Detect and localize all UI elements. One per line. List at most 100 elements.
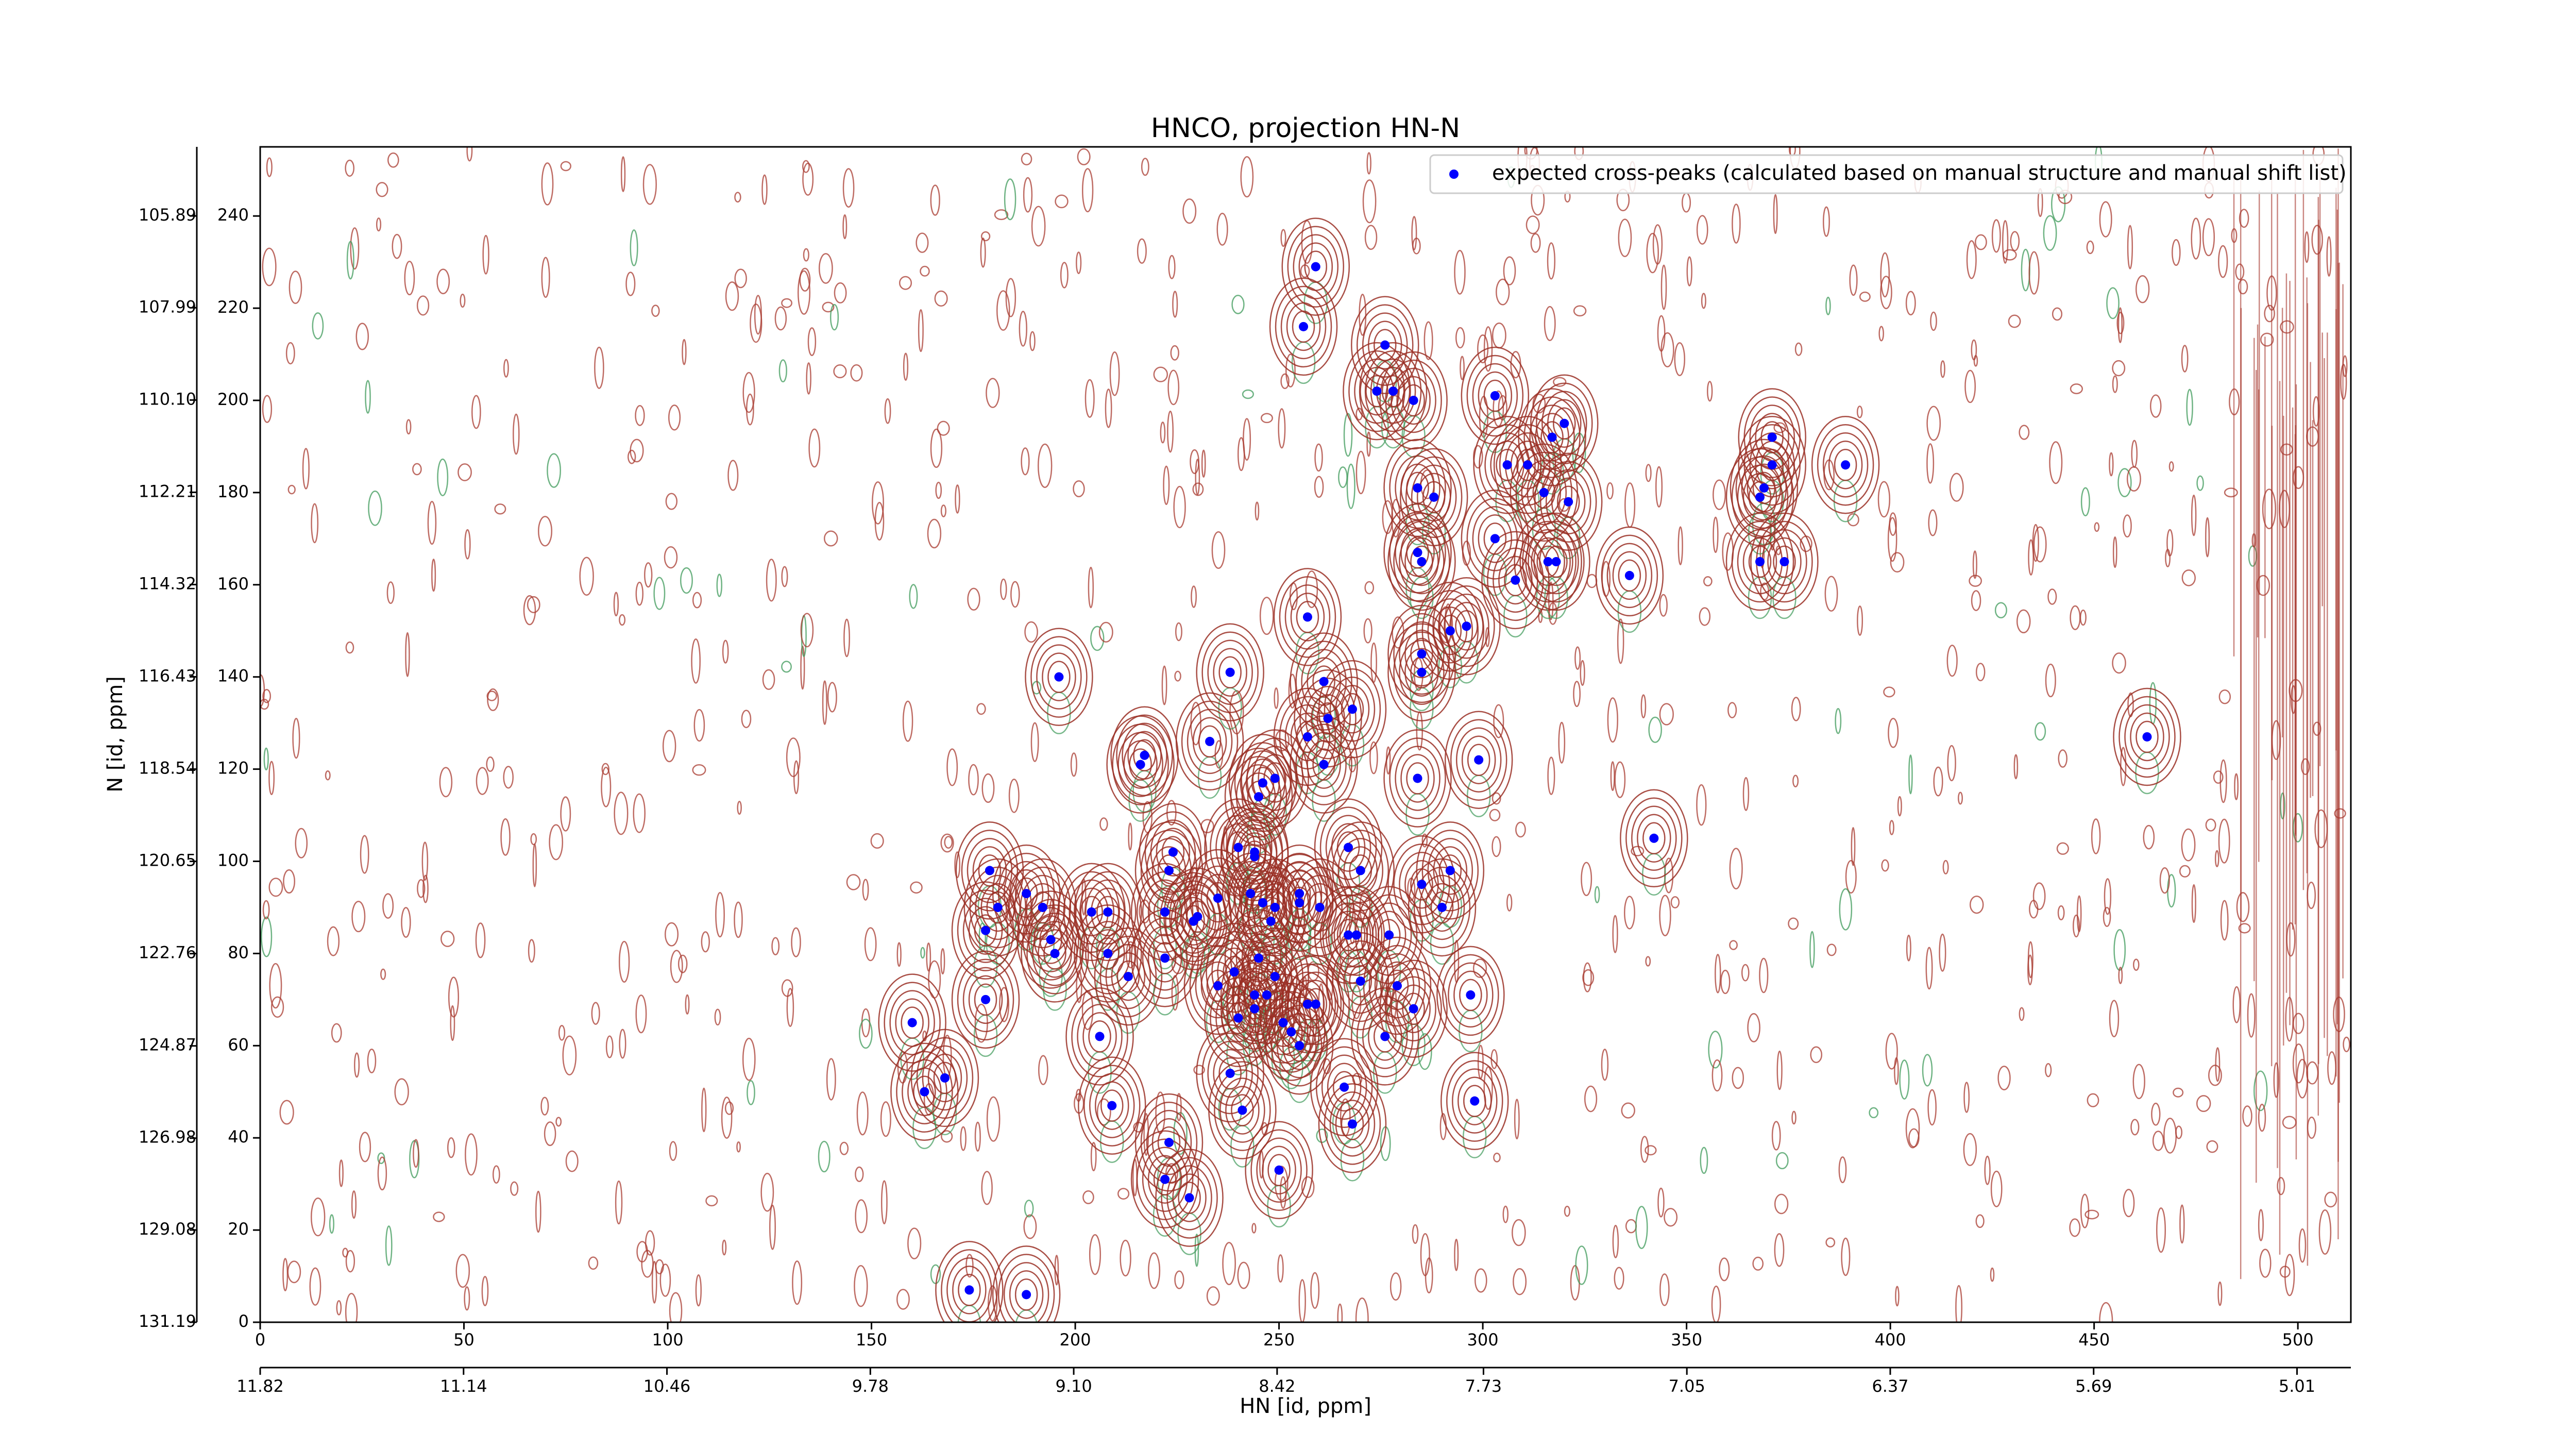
peak-contour (1083, 1065, 1141, 1147)
noise-contour (329, 1214, 334, 1234)
noise-contour (1275, 729, 1290, 752)
peak-contour (1106, 715, 1175, 814)
noise-contour (1392, 616, 1404, 649)
noise-contour (920, 265, 930, 277)
noise-contour (818, 1140, 831, 1173)
noise-contour (351, 1190, 357, 1219)
noise-contour (1160, 422, 1166, 444)
noise-contour (1700, 1147, 1708, 1174)
noise-contour (2202, 218, 2215, 257)
peak-contour (1287, 226, 1345, 308)
noise-contour (1696, 215, 1708, 245)
cross-peak (1384, 930, 1394, 940)
noise-contour (2218, 245, 2228, 278)
noise-contour (1174, 670, 1181, 682)
noise-contour (2019, 1007, 2025, 1021)
noise-contour (2273, 1062, 2279, 1098)
noise-contour (2326, 236, 2332, 277)
noise-contour (944, 836, 953, 849)
legend-box (1429, 154, 2344, 194)
noise-contour (1670, 896, 1680, 908)
y2-tick-label: 120.65 (139, 851, 196, 870)
noise-contour (799, 267, 811, 292)
noise-contour (1514, 1099, 1520, 1140)
noise-contour (2334, 808, 2346, 819)
x-axis-label: HN [id, ppm] (1240, 1394, 1371, 1418)
noise-contour (2109, 1000, 2120, 1037)
noise-contour (1612, 1224, 1619, 1258)
noise-contour (464, 1286, 470, 1311)
noise-contour (907, 1227, 922, 1259)
noise-contour (630, 229, 638, 266)
noise-contour (1963, 1133, 1977, 1166)
peak-contour (1478, 514, 1513, 563)
noise-contour (662, 730, 676, 763)
noise-contour (769, 1204, 776, 1250)
peak-contour (1433, 846, 1468, 895)
noise-contour (736, 1141, 741, 1153)
noise-contour (1004, 178, 1016, 221)
noise-contour (1973, 355, 1978, 367)
peak-contour (951, 881, 1020, 980)
noise-contour (1493, 1152, 1501, 1162)
y-tick-label: 40 (228, 1127, 249, 1147)
peak-contour (1817, 424, 1874, 506)
noise-contour (2106, 287, 2120, 319)
peak-contour (1444, 711, 1513, 809)
noise-contour (1243, 418, 1251, 461)
noise-contour (2112, 375, 2118, 393)
peak-contour (1144, 811, 1202, 893)
noise-contour (722, 1239, 727, 1256)
cross-peak (1355, 976, 1365, 986)
noise-contour (1472, 958, 1487, 978)
noise-contour (1194, 1233, 1199, 1267)
noise-contour (2008, 314, 2021, 328)
noise-contour (682, 339, 687, 365)
noise-contour (309, 1267, 321, 1306)
peak-contour (890, 1042, 959, 1141)
noise-contour (1231, 295, 1245, 314)
noise-contour (1172, 291, 1178, 318)
noise-contour (800, 613, 814, 648)
noise-contour (1847, 513, 1859, 527)
cross-peak (1392, 981, 1402, 991)
noise-contour (1070, 752, 1077, 777)
peak-contour (1362, 312, 1408, 378)
cross-peak (1302, 612, 1312, 622)
peak-contour (1612, 551, 1647, 600)
noise-contour (2149, 394, 2162, 418)
peak-contour (1535, 413, 1569, 462)
peak-contour (1187, 709, 1233, 774)
noise-contour (940, 833, 954, 853)
noise-contour (376, 217, 382, 232)
cross-peak (1184, 1193, 1194, 1203)
noise-contour (737, 801, 742, 815)
peak-contour (1161, 836, 1185, 868)
peak-contour (1337, 948, 1384, 1014)
noise-contour (1584, 1085, 1598, 1113)
peak-contour (1387, 512, 1456, 611)
noise-contour (1997, 1066, 2011, 1091)
peak-contour (1218, 1057, 1242, 1090)
noise-contour (1773, 422, 1786, 433)
peak-contour (1077, 1004, 1123, 1069)
noise-contour (1991, 219, 2001, 253)
peak-contour (1337, 838, 1384, 903)
cross-peak (1445, 626, 1455, 636)
noise-contour (1255, 501, 1260, 521)
peak-contour (1371, 911, 1406, 959)
peak-contour (1047, 661, 1071, 693)
noise-contour (677, 954, 688, 973)
noise-contour (1963, 1082, 1970, 1113)
peak-contour (1493, 547, 1538, 613)
peak-contour (992, 1245, 1061, 1322)
noise-contour (2112, 360, 2126, 377)
peak-contour (1402, 384, 1425, 417)
noise-contour (2112, 536, 2117, 568)
peak-contour (1157, 1126, 1181, 1159)
noise-contour (870, 833, 884, 849)
cross-peak (1266, 916, 1276, 926)
noise-contour (691, 638, 701, 684)
noise-contour (734, 901, 743, 938)
cross-peak (1474, 755, 1484, 765)
